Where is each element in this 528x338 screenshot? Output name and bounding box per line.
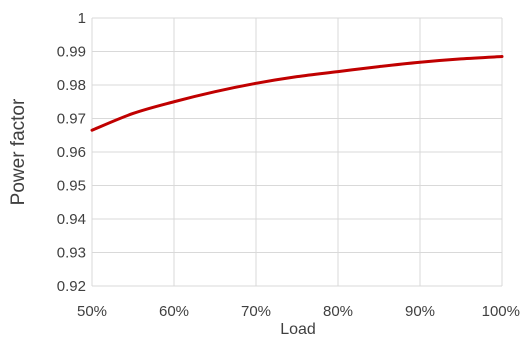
y-tick-label: 0.92 <box>57 278 86 295</box>
y-tick-label: 0.98 <box>57 77 86 94</box>
grid <box>91 17 503 287</box>
x-tick-label: 60% <box>159 303 189 320</box>
x-tick-label: 100% <box>482 303 520 320</box>
y-tick-label: 0.93 <box>57 245 86 262</box>
x-axis-title: Load <box>280 321 316 338</box>
y-axis-title: Power factor <box>8 98 29 205</box>
y-tick-label: 0.99 <box>57 44 86 61</box>
x-tick-labels: 50% 60% 70% 80% 90% 100% <box>77 303 520 320</box>
x-tick-label: 50% <box>77 303 107 320</box>
x-tick-label: 70% <box>241 303 271 320</box>
power-factor-series-line <box>90 55 504 132</box>
series-layer <box>90 55 504 132</box>
y-tick-labels: 0.92 0.93 0.94 0.95 0.96 0.97 0.98 0.99 1 <box>57 10 86 295</box>
y-tick-label: 0.95 <box>57 178 86 195</box>
y-tick-label: 0.94 <box>57 211 86 228</box>
x-tick-label: 90% <box>405 303 435 320</box>
x-tick-label: 80% <box>323 303 353 320</box>
y-tick-label: 0.97 <box>57 111 86 128</box>
y-tick-label: 1 <box>78 10 86 27</box>
y-tick-label: 0.96 <box>57 144 86 161</box>
